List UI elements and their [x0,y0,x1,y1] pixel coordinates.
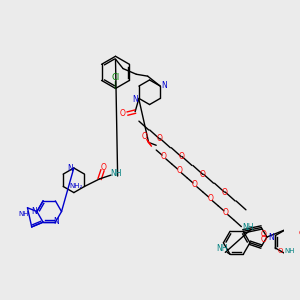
Text: O: O [161,152,167,161]
Text: O: O [298,230,300,236]
Text: Cl: Cl [111,73,120,82]
Text: O: O [260,230,266,238]
Text: O: O [207,194,213,203]
Text: N: N [67,164,73,173]
Text: N: N [53,217,59,226]
Text: O: O [223,208,229,217]
Text: N: N [132,95,138,104]
Text: NH: NH [242,223,254,232]
Text: O: O [192,180,198,189]
Text: O: O [277,248,283,254]
Text: NH: NH [18,212,29,218]
Text: O: O [200,170,206,179]
Text: NH: NH [284,248,295,254]
Text: O: O [260,236,266,244]
Text: O: O [157,134,163,143]
Text: NH: NH [110,169,122,178]
Text: O: O [120,109,126,118]
Text: N: N [31,207,37,216]
Text: O: O [178,152,184,161]
Text: N: N [161,81,167,90]
Text: NH₂: NH₂ [69,183,82,189]
Text: NH: NH [217,244,228,253]
Text: O: O [142,132,148,141]
Text: O: O [100,163,106,172]
Text: O: O [221,188,227,196]
Text: O: O [176,167,182,176]
Text: N: N [268,232,274,242]
